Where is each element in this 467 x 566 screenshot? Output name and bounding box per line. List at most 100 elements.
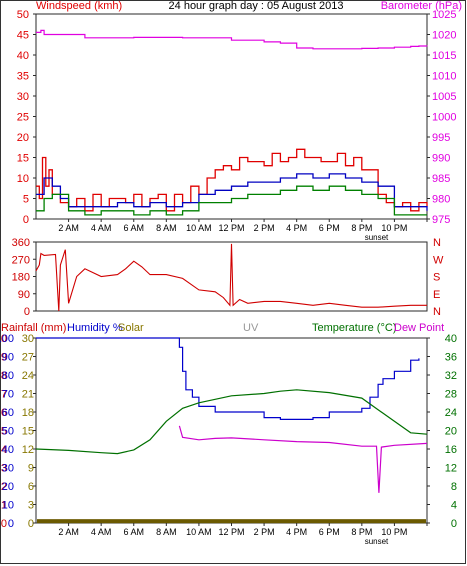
wind-panel-xtick-label: 10 AM <box>186 223 212 233</box>
climate-panel-xtick-label: 2 PM <box>254 527 275 537</box>
climate-panel-xtick-label: 12 PM <box>218 527 244 537</box>
uv-axis-label: UV <box>243 322 259 334</box>
series-wind-direction <box>35 243 427 312</box>
windspeed-tick-label: 25 <box>17 112 29 124</box>
temperature-tick-label: 16 <box>445 444 457 456</box>
climate-panel-xtick-label: 4 PM <box>286 527 307 537</box>
wind-panel-xtick-label: 2 PM <box>254 223 275 233</box>
solar-tick-label: 9 <box>28 463 34 475</box>
humidity-tick-label: 40 <box>2 444 14 456</box>
windspeed-tick-label: 50 <box>17 9 29 21</box>
chart-layer: 0510152025303540455097598098599099510001… <box>0 9 457 546</box>
direction-tick-label: 270 <box>12 254 30 266</box>
compass-tick-label: S <box>433 272 440 284</box>
series-barometer <box>36 29 428 50</box>
wind-panel-xtick-label: 8 PM <box>351 223 372 233</box>
climate-panel-sunset-label: sunset <box>365 537 389 546</box>
humidity-tick-label: 0 <box>8 518 14 530</box>
humidity-tick-label: 100 <box>0 333 14 345</box>
series-average <box>36 173 428 211</box>
rainfall-tick-label: 7 <box>1 389 7 401</box>
rainfall-tick-label: 5 <box>1 426 7 438</box>
temperature-tick-label: 36 <box>445 352 457 364</box>
series-humidity <box>36 337 420 420</box>
windspeed-tick-label: 30 <box>17 91 29 103</box>
climate-panel-xtick-label: 10 PM <box>381 527 407 537</box>
climate-panel-xtick-label: 8 PM <box>351 527 372 537</box>
climate-panel-xtick-label: 8 AM <box>156 527 177 537</box>
barometer-tick-label: 1025 <box>432 9 456 21</box>
solar-tick-label: 30 <box>22 333 34 345</box>
compass-tick-label: N <box>433 237 441 249</box>
temperature-tick-label: 32 <box>445 370 457 382</box>
rainfall-tick-label: 6 <box>1 407 7 419</box>
barometer-tick-label: 980 <box>432 194 450 206</box>
direction-tick-label: 90 <box>18 289 30 301</box>
wind-panel-xtick-label: 8 AM <box>156 223 177 233</box>
rainfall-tick-label: 10 <box>0 333 7 345</box>
windspeed-tick-label: 10 <box>17 173 29 185</box>
windspeed-tick-label: 40 <box>17 50 29 62</box>
barometer-tick-label: 1000 <box>432 112 456 124</box>
direction-tick-label: 360 <box>12 237 30 249</box>
windspeed-tick-label: 5 <box>23 194 29 206</box>
wind-panel-xtick-label: 4 PM <box>286 223 307 233</box>
humidity-axis-label: Humidity % <box>67 322 123 334</box>
humidity-tick-label: 60 <box>2 407 14 419</box>
rainfall-tick-label: 1 <box>1 500 7 512</box>
windspeed-tick-label: 20 <box>17 132 29 144</box>
rainfall-tick-label: 0 <box>1 518 7 530</box>
barometer-tick-label: 990 <box>432 153 450 165</box>
solar-tick-label: 3 <box>28 500 34 512</box>
barometer-axis-label: Barometer (hPa) <box>381 0 462 12</box>
direction-tick-label: 0 <box>24 306 30 318</box>
climate-panel-xtick-label: 10 AM <box>186 527 212 537</box>
wind-panel-xtick-label: 4 AM <box>91 223 112 233</box>
compass-tick-label: W <box>433 254 444 266</box>
humidity-tick-label: 10 <box>2 500 14 512</box>
direction-tick-label: 180 <box>12 272 30 284</box>
climate-panel-xtick-label: 2 AM <box>58 527 79 537</box>
series-gust <box>36 148 428 212</box>
windspeed-tick-label: 45 <box>17 30 29 42</box>
windspeed-tick-label: 0 <box>23 214 29 226</box>
temperature-tick-label: 40 <box>445 333 457 345</box>
dewpoint-axis-label: Dew Point <box>394 322 444 334</box>
temperature-tick-label: 12 <box>445 463 457 475</box>
windspeed-tick-label: 35 <box>17 71 29 83</box>
compass-tick-label: N <box>433 306 441 318</box>
temperature-tick-label: 0 <box>451 518 457 530</box>
temperature-tick-label: 28 <box>445 389 457 401</box>
barometer-tick-label: 1015 <box>432 50 456 62</box>
series-dew-point <box>178 425 428 493</box>
solar-tick-label: 15 <box>22 426 34 438</box>
rainfall-tick-label: 2 <box>1 481 7 493</box>
climate-panel-xtick-label: 4 AM <box>91 527 112 537</box>
solar-tick-label: 12 <box>22 444 34 456</box>
barometer-tick-label: 1005 <box>432 91 456 103</box>
humidity-tick-label: 20 <box>2 481 14 493</box>
barometer-tick-label: 985 <box>432 173 450 185</box>
rainfall-tick-label: 4 <box>1 444 7 456</box>
temperature-tick-label: 20 <box>445 426 457 438</box>
solar-axis-label: Solar <box>118 322 144 334</box>
climate-panel-xtick-label: 6 AM <box>123 527 144 537</box>
rainfall-tick-label: 3 <box>1 463 7 475</box>
wind-panel-sunset-label: sunset <box>365 233 389 242</box>
solar-tick-label: 18 <box>22 407 34 419</box>
rainfall-axis-label: Rainfall (mm) <box>1 322 66 334</box>
temperature-tick-label: 4 <box>451 500 457 512</box>
windspeed-tick-label: 15 <box>17 153 29 165</box>
temperature-tick-label: 8 <box>451 481 457 493</box>
wind-panel-xtick-label: 6 AM <box>123 223 144 233</box>
solar-tick-label: 21 <box>22 389 34 401</box>
barometer-tick-label: 1020 <box>432 30 456 42</box>
humidity-tick-label: 80 <box>2 370 14 382</box>
graph-title: 24 hour graph day : 05 August 2013 <box>169 0 344 12</box>
humidity-tick-label: 50 <box>2 426 14 438</box>
rainfall-tick-label: 9 <box>1 352 7 364</box>
series-speed <box>36 185 427 216</box>
